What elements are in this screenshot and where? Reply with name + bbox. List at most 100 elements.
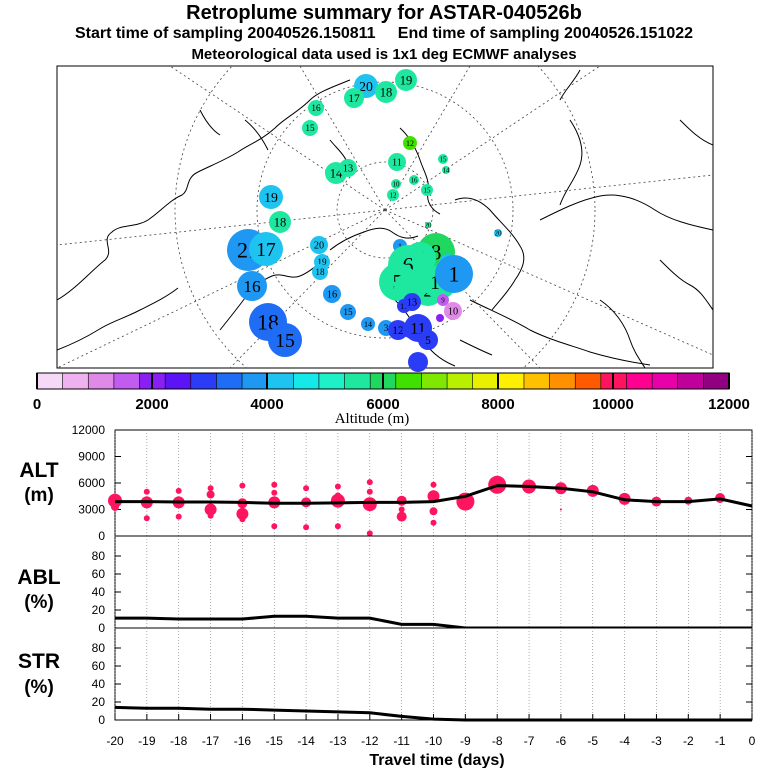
- marker-label: 18: [315, 267, 325, 277]
- trajectory-marker: 12: [388, 320, 408, 340]
- median-altitude-line: [115, 484, 753, 508]
- x-tick-label: -2: [683, 734, 694, 748]
- x-tick-label: -17: [202, 734, 220, 748]
- panel-label: STR: [18, 650, 60, 673]
- colorbar-segment: [395, 372, 423, 390]
- marker-dot: [387, 189, 399, 201]
- marker-dot: [269, 211, 291, 233]
- trajectory-marker: 15: [421, 184, 433, 196]
- y-tick-label: 12000: [72, 423, 106, 437]
- altitude-dot: [398, 506, 405, 513]
- altitude-colorbar: 0 2000 4000 6000 8000 10000 12000 Altitude (m): [33, 372, 750, 427]
- panel-unit: (m): [24, 485, 54, 506]
- altitude-dot: [175, 513, 182, 520]
- marker-label: 12: [406, 139, 414, 148]
- x-tick-label: -13: [329, 734, 347, 748]
- x-tick-label: -18: [170, 734, 188, 748]
- trajectory-marker: 20: [310, 236, 328, 254]
- altitude-dot: [207, 485, 214, 492]
- x-tick-label: -10: [425, 734, 443, 748]
- marker-dot: [442, 166, 450, 174]
- marker-dot: [249, 232, 283, 266]
- panel-unit: (%): [24, 592, 54, 613]
- altitude-dot: [334, 483, 341, 490]
- panel-label: ALT: [19, 459, 58, 482]
- marker-label: 15: [275, 331, 295, 352]
- trajectory-marker: 10: [391, 179, 401, 189]
- y-tick-label: 60: [92, 659, 106, 673]
- marker-dot: [409, 175, 419, 185]
- y-tick-label: 3000: [78, 503, 105, 517]
- x-tick-label: 0: [749, 734, 756, 748]
- altitude-dot: [366, 530, 373, 537]
- met-data-line: Meteorological data used is 1x1 deg ECMW…: [191, 46, 577, 63]
- map-graticule: [57, 66, 713, 368]
- altitude-dot: [204, 503, 217, 516]
- altitude-dot: [366, 479, 373, 486]
- altitude-dot: [207, 512, 214, 519]
- altitude-dot: [396, 511, 407, 522]
- colorbar-tick-label: 2000: [135, 396, 168, 413]
- trajectory-marker: 20: [494, 229, 502, 237]
- marker-label: 17: [348, 93, 360, 105]
- marker-label: 18: [274, 215, 287, 229]
- colorbar-segment: [498, 372, 525, 390]
- colorbar-tick-label: 4000: [250, 396, 283, 413]
- colorbar-segment: [164, 372, 192, 390]
- altitude-dot: [236, 507, 249, 520]
- marker-dot: [438, 154, 448, 164]
- trajectory-marker: 9: [437, 294, 449, 306]
- x-tick-label: -12: [361, 734, 379, 748]
- marker-label: 14: [443, 166, 451, 174]
- colorbar-segment: [523, 372, 551, 390]
- altitude-dot: [239, 482, 246, 489]
- x-tick-label: -19: [138, 734, 156, 748]
- marker-dot: [312, 264, 328, 280]
- trajectory-marker: 15: [302, 120, 318, 136]
- start-time: Start time of sampling 20040526.150811: [74, 25, 376, 42]
- x-tick-label: -9: [460, 734, 471, 748]
- y-tick-label: 0: [98, 529, 105, 543]
- colorbar-segment: [626, 372, 653, 390]
- marker-dot: [361, 317, 375, 331]
- marker-dot: [391, 179, 401, 189]
- colorbar-segment: [267, 372, 294, 390]
- colorbar-tick-label: 8000: [481, 396, 514, 413]
- marker-label: 6: [403, 253, 414, 278]
- marker-label: 9: [441, 296, 445, 304]
- trajectory-marker: 16: [237, 271, 267, 301]
- colorbar-segment: [62, 372, 89, 390]
- altitude-dot: [239, 516, 246, 523]
- marker-dot: [403, 293, 421, 311]
- colorbar-segment: [344, 372, 371, 390]
- y-tick-label: 9000: [78, 450, 105, 464]
- marker-dot: [436, 314, 444, 322]
- x-tick-label: -4: [619, 734, 630, 748]
- trajectory-marker: 10: [444, 302, 462, 320]
- marker-label: 17: [256, 240, 276, 261]
- marker-dot: [388, 153, 406, 171]
- altitude-dot: [206, 490, 215, 499]
- sampling-times: Start time of sampling 20040526.150811 E…: [0, 24, 768, 44]
- altitude-dot: [366, 488, 373, 495]
- marker-dot: [421, 184, 433, 196]
- colorbar-segment: [216, 372, 243, 390]
- altitude-dot: [429, 507, 438, 516]
- colorbar-segment: [113, 372, 141, 390]
- trajectory-marker: [408, 352, 428, 372]
- marker-label: 20: [495, 229, 503, 237]
- marker-dot: [310, 236, 328, 254]
- chart-title: Retroplume summary for ASTAR-040526b: [186, 2, 582, 24]
- marker-label: 16: [311, 103, 321, 113]
- marker-label: 8: [431, 241, 442, 265]
- x-tick-label: -6: [556, 734, 567, 748]
- x-axis: -20 -19 -18 -17 -16 -15 -14 -13 -12 -11 -10 -9 -8 -7-…: [106, 714, 756, 768]
- x-tick-label: -8: [492, 734, 503, 748]
- trajectory-marker: 5: [418, 330, 438, 350]
- colorbar-segment: [651, 372, 679, 390]
- trajectory-marker: 13: [403, 293, 421, 311]
- marker-label: 10: [393, 180, 401, 188]
- marker-dot: [237, 271, 267, 301]
- colorbar-tick-label: 12000: [708, 396, 750, 413]
